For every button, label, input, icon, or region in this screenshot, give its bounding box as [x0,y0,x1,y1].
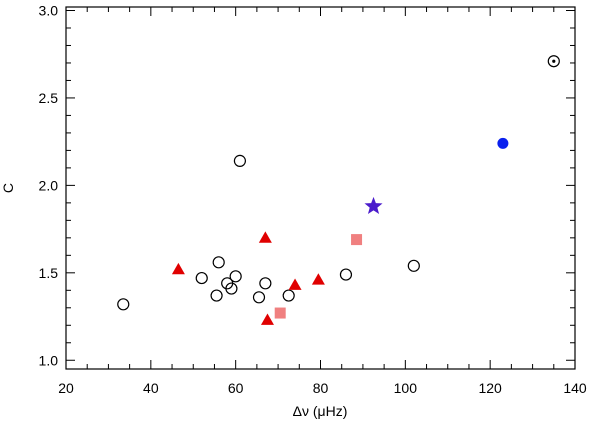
axis-tick-labels: 20 40 60 80 100 120 140 1.0 1.5 2.0 2.5 3.0 [39,2,587,396]
plot-frame [65,6,576,370]
sun-symbol-point [547,55,560,68]
open-circle-point [195,271,208,285]
triangle-point [288,278,302,290]
y-tick-label: 1.0 [39,352,59,368]
sun-symbol-center [552,59,556,63]
triangle-point [258,231,272,243]
open-circle-point [229,270,242,283]
x-axis-label: Δν (μHz) [293,403,348,419]
x-tick-label: 40 [143,380,159,396]
star-point [364,196,383,215]
x-tick-label: 60 [228,380,244,396]
x-tick-label: 20 [58,380,74,396]
x-tick-label: 120 [478,380,502,396]
x-tick-label: 80 [313,380,329,396]
triangle-point [171,262,185,275]
open-circle-point [210,289,223,302]
data-markers [117,55,560,325]
open-circle-point [339,268,353,281]
open-circle-point [252,291,266,304]
open-circle-point [212,256,225,269]
x-tick-label: 100 [394,380,418,396]
y-tick-label: 1.5 [39,265,59,281]
open-circle-point [259,277,272,290]
open-circle-point [282,289,295,302]
filled-circle-point [497,137,509,149]
open-circle-point [117,298,130,311]
y-axis-label: C [0,183,16,193]
axis-ticks [65,7,576,369]
y-tick-label: 3.0 [39,2,59,18]
square-point [351,234,363,246]
y-tick-label: 2.5 [39,90,59,106]
open-circle-point [233,154,247,167]
square-point [274,307,286,319]
triangle-point [311,273,325,285]
x-tick-label: 140 [563,380,587,396]
y-tick-label: 2.0 [39,177,59,193]
triangle-point [260,313,274,325]
open-circle-point [407,259,420,272]
open-circle-point [225,282,238,295]
